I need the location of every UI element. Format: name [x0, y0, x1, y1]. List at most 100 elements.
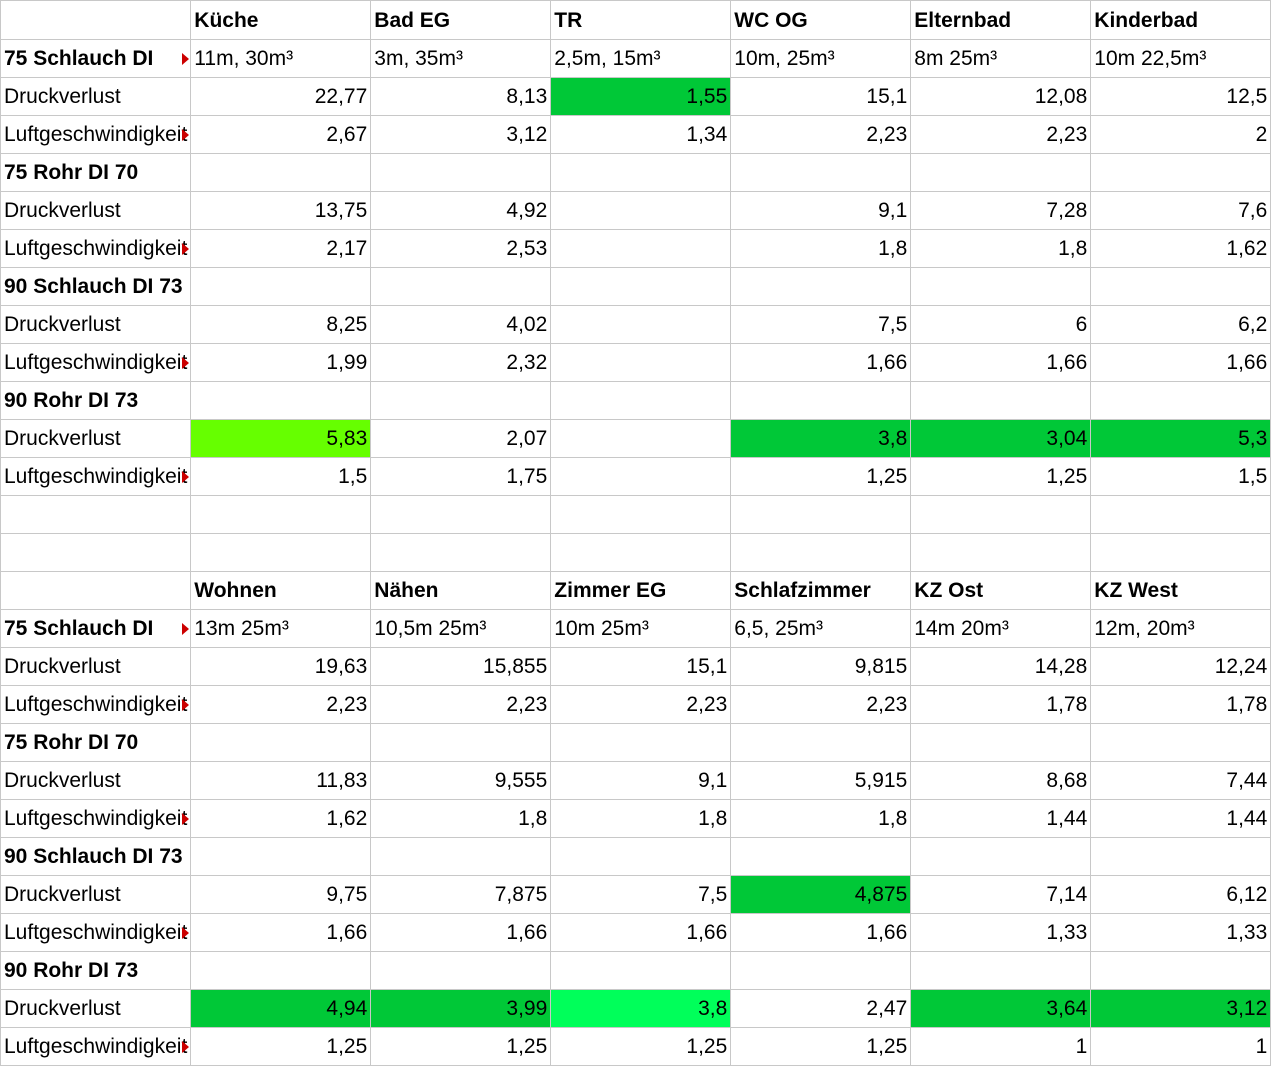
table-cell[interactable]: 6,2 [1090, 305, 1272, 344]
table-cell[interactable]: 13m 25m³ [190, 609, 372, 648]
table-cell[interactable]: 5,83 [190, 419, 372, 458]
table-cell[interactable]: 2,23 [910, 115, 1092, 154]
table-cell[interactable] [550, 457, 732, 496]
table-cell[interactable]: 2,17 [190, 229, 372, 268]
table-cell[interactable] [550, 305, 732, 344]
table-cell[interactable]: 1,66 [1090, 343, 1272, 382]
table-cell[interactable]: 1,25 [730, 1027, 912, 1066]
table-cell[interactable]: 1,66 [550, 913, 732, 952]
row-label-cell[interactable]: Luftgeschwindigkeit [0, 1027, 192, 1066]
table-cell[interactable]: 12,08 [910, 77, 1092, 116]
table-cell[interactable] [370, 495, 552, 534]
row-label-cell[interactable]: 75 Rohr DI 70 [0, 153, 192, 192]
table-cell[interactable]: 1,66 [190, 913, 372, 952]
table-cell[interactable]: 2,07 [370, 419, 552, 458]
table-cell[interactable]: 15,1 [730, 77, 912, 116]
table-cell[interactable] [1090, 951, 1272, 990]
table-cell[interactable]: 3,8 [550, 989, 732, 1028]
table-cell[interactable]: 2,47 [730, 989, 912, 1028]
table-cell[interactable] [730, 153, 912, 192]
table-cell[interactable]: 1,8 [910, 229, 1092, 268]
table-cell[interactable]: 4,92 [370, 191, 552, 230]
table-cell[interactable] [1090, 533, 1272, 572]
table-cell[interactable]: 7,28 [910, 191, 1092, 230]
table-cell[interactable]: 1,78 [1090, 685, 1272, 724]
table-cell[interactable] [370, 267, 552, 306]
row-label-cell[interactable]: Luftgeschwindigkeit [0, 229, 192, 268]
table-cell[interactable] [910, 495, 1092, 534]
table-cell[interactable]: 1 [1090, 1027, 1272, 1066]
table-cell[interactable]: 9,1 [550, 761, 732, 800]
row-label-cell[interactable] [0, 495, 192, 534]
comment-indicator-icon[interactable] [182, 622, 190, 635]
row-label-cell[interactable]: Druckverlust [0, 77, 192, 116]
comment-indicator-icon[interactable] [182, 698, 190, 711]
table-cell[interactable] [550, 533, 732, 572]
table-cell[interactable] [730, 723, 912, 762]
table-cell[interactable]: 2,23 [730, 685, 912, 724]
table-cell[interactable] [550, 951, 732, 990]
row-label-cell[interactable]: Druckverlust [0, 989, 192, 1028]
table-cell[interactable]: 1,33 [910, 913, 1092, 952]
table-cell[interactable] [190, 381, 372, 420]
table-cell[interactable] [370, 381, 552, 420]
table-cell[interactable]: Nähen [370, 571, 552, 610]
table-cell[interactable]: 7,5 [730, 305, 912, 344]
table-cell[interactable]: 1,33 [1090, 913, 1272, 952]
table-cell[interactable]: 1,8 [730, 229, 912, 268]
table-cell[interactable]: 14m 20m³ [910, 609, 1092, 648]
table-cell[interactable] [910, 153, 1092, 192]
row-label-cell[interactable]: Druckverlust [0, 191, 192, 230]
table-cell[interactable]: 3m, 35m³ [370, 39, 552, 78]
row-label-cell[interactable]: 90 Schlauch DI 73 [0, 267, 192, 306]
table-cell[interactable]: 12,24 [1090, 647, 1272, 686]
row-label-cell[interactable]: 75 Rohr DI 70 [0, 723, 192, 762]
table-cell[interactable]: 12,5 [1090, 77, 1272, 116]
comment-indicator-icon[interactable] [182, 812, 190, 825]
table-cell[interactable]: 1,75 [370, 457, 552, 496]
table-cell[interactable]: 1,8 [730, 799, 912, 838]
table-cell[interactable] [1090, 723, 1272, 762]
table-cell[interactable]: 15,855 [370, 647, 552, 686]
table-cell[interactable]: 3,8 [730, 419, 912, 458]
row-label-cell[interactable]: 90 Rohr DI 73 [0, 951, 192, 990]
row-label-cell[interactable]: Druckverlust [0, 419, 192, 458]
table-cell[interactable] [550, 153, 732, 192]
table-cell[interactable]: 2,53 [370, 229, 552, 268]
table-cell[interactable]: Kinderbad [1090, 0, 1272, 40]
table-cell[interactable]: 1,55 [550, 77, 732, 116]
table-cell[interactable]: 1,25 [910, 457, 1092, 496]
table-cell[interactable]: 6,12 [1090, 875, 1272, 914]
row-label-cell[interactable]: 75 Schlauch DI [0, 39, 192, 78]
table-cell[interactable] [550, 419, 732, 458]
table-cell[interactable]: 22,77 [190, 77, 372, 116]
table-cell[interactable] [1090, 495, 1272, 534]
row-label-cell[interactable]: Druckverlust [0, 305, 192, 344]
comment-indicator-icon[interactable] [182, 52, 190, 65]
table-cell[interactable]: 4,875 [730, 875, 912, 914]
table-cell[interactable] [910, 267, 1092, 306]
table-cell[interactable] [550, 191, 732, 230]
row-label-cell[interactable]: Luftgeschwindigkeit [0, 685, 192, 724]
table-cell[interactable]: Zimmer EG [550, 571, 732, 610]
table-cell[interactable] [190, 951, 372, 990]
table-cell[interactable] [550, 837, 732, 876]
row-label-cell[interactable] [0, 0, 192, 40]
table-cell[interactable]: 1,8 [550, 799, 732, 838]
table-cell[interactable]: 2 [1090, 115, 1272, 154]
table-cell[interactable]: 7,14 [910, 875, 1092, 914]
table-cell[interactable]: Küche [190, 0, 372, 40]
table-cell[interactable]: 3,04 [910, 419, 1092, 458]
table-cell[interactable] [910, 837, 1092, 876]
row-label-cell[interactable]: Luftgeschwindigkeit [0, 799, 192, 838]
table-cell[interactable]: 2,5m, 15m³ [550, 39, 732, 78]
table-cell[interactable] [370, 951, 552, 990]
table-cell[interactable]: 1,25 [190, 1027, 372, 1066]
table-cell[interactable]: 1,5 [1090, 457, 1272, 496]
table-cell[interactable]: Elternbad [910, 0, 1092, 40]
row-label-cell[interactable]: Druckverlust [0, 875, 192, 914]
table-cell[interactable] [910, 723, 1092, 762]
table-cell[interactable]: KZ Ost [910, 571, 1092, 610]
row-label-cell[interactable] [0, 571, 192, 610]
table-cell[interactable]: 19,63 [190, 647, 372, 686]
